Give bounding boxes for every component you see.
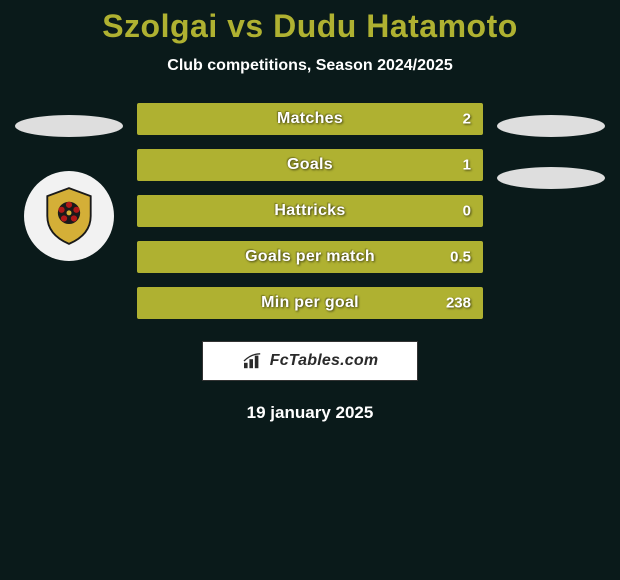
stat-label: Min per goal <box>261 294 359 312</box>
stat-label: Goals <box>287 156 333 174</box>
stat-label: Hattricks <box>274 202 345 220</box>
stat-value: 0.5 <box>450 249 471 266</box>
comparison-content: Matches 2 Goals 1 Hattricks 0 Goals per … <box>0 103 620 319</box>
stat-value: 2 <box>463 111 471 128</box>
stat-bar-hattricks: Hattricks 0 <box>137 195 483 227</box>
left-player-col <box>9 103 129 261</box>
stat-label: Matches <box>277 110 343 128</box>
stat-value: 238 <box>446 295 471 312</box>
bar-chart-icon <box>242 352 264 370</box>
date-label: 19 january 2025 <box>0 403 620 423</box>
stat-bar-matches: Matches 2 <box>137 103 483 135</box>
page-title: Szolgai vs Dudu Hatamoto <box>0 8 620 45</box>
shield-icon <box>38 185 100 247</box>
brand-badge: FcTables.com <box>202 341 418 381</box>
stat-bars: Matches 2 Goals 1 Hattricks 0 Goals per … <box>137 103 483 319</box>
stat-value: 0 <box>463 203 471 220</box>
left-player-oval <box>15 115 123 137</box>
stat-label: Goals per match <box>245 248 375 266</box>
stat-bar-goals-per-match: Goals per match 0.5 <box>137 241 483 273</box>
stat-bar-min-per-goal: Min per goal 238 <box>137 287 483 319</box>
right-player-col <box>491 103 611 219</box>
right-player-oval-1 <box>497 115 605 137</box>
stat-value: 1 <box>463 157 471 174</box>
stat-bar-goals: Goals 1 <box>137 149 483 181</box>
subtitle: Club competitions, Season 2024/2025 <box>0 57 620 75</box>
right-player-oval-2 <box>497 167 605 189</box>
left-club-badge <box>24 171 114 261</box>
brand-label: FcTables.com <box>270 352 379 370</box>
